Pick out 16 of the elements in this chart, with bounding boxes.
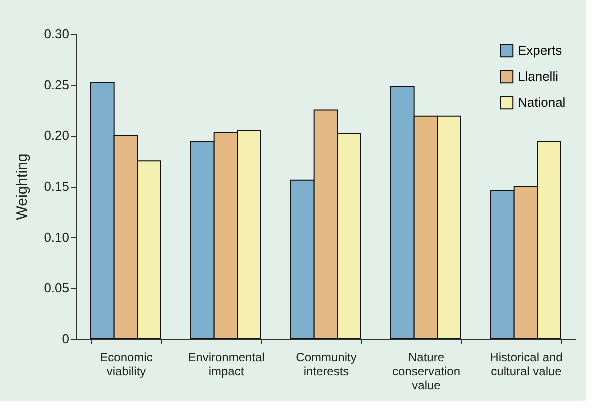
y-tick-label: 0.15 <box>44 179 70 194</box>
y-tick-label: 0.10 <box>44 230 70 245</box>
legend-label: National <box>518 95 566 110</box>
legend-label: Llanelli <box>518 69 559 84</box>
y-tick-label: 0.25 <box>44 77 70 92</box>
y-tick-label: 0.30 <box>44 26 70 42</box>
y-tick-label: 0.05 <box>44 280 70 296</box>
x-tick-label: Economic viability <box>100 350 153 378</box>
x-tick-label: Community interests <box>296 350 357 378</box>
legend-label: Experts <box>518 43 563 58</box>
y-tick-label: 0.20 <box>44 128 70 144</box>
y-tick-label: 0 <box>62 332 70 346</box>
y-axis-title: Weighting <box>14 154 32 220</box>
x-tick-label: Nature conservation value <box>392 350 461 392</box>
x-tick-label: Historical and cultural value <box>490 350 563 378</box>
x-tick-label: Environmental impact <box>188 350 265 378</box>
